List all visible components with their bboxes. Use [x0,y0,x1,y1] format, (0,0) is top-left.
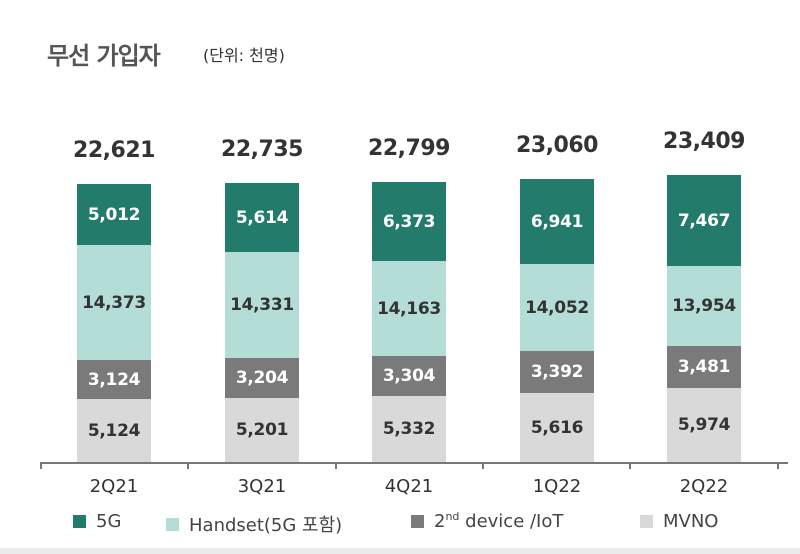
total-label: 22,735 [221,137,303,162]
segment-2nd-device-iot: 3,204 [225,358,299,398]
segment-mvno: 5,332 [372,396,446,462]
segment-2nd-device-iot: 3,304 [372,356,446,396]
segment-5g: 6,373 [372,182,446,261]
chart-title: 무선 가입자 [47,42,161,70]
x-label-2q22: 2Q22 [679,476,729,497]
x-axis-tick [40,462,42,469]
total-label: 23,060 [516,133,598,158]
legend-swatch-handset [166,517,179,531]
x-label-3q21: 3Q21 [237,476,287,497]
legend-swatch-2nd-device-iot [411,515,424,528]
segment-mvno: 5,201 [225,398,299,462]
x-label-2q21: 2Q21 [89,476,139,497]
segment-2nd-device-iot: 3,481 [667,346,741,388]
x-axis-tick [335,462,337,469]
legend: 5G Handset(5G 포함) 2nd device /IoT MVNO [0,511,800,537]
x-label-4q21: 4Q21 [384,476,434,497]
legend-label-mvno: MVNO [663,511,719,532]
x-label-1q22: 1Q22 [532,476,582,497]
segment-handset: 14,331 [225,252,299,358]
total-label: 23,409 [663,129,745,154]
segment-5g: 6,941 [520,179,594,264]
segment-handset: 14,163 [372,261,446,356]
segment-mvno: 5,616 [520,393,594,462]
segment-2nd-device-iot: 3,392 [520,351,594,393]
legend-swatch-mvno [640,515,653,528]
segment-handset: 13,954 [667,266,741,346]
legend-label-2nd-device-iot: 2nd device /IoT [434,510,564,532]
legend-label-handset: Handset(5G 포함) [189,515,343,536]
legend-swatch-5g [73,515,86,528]
x-axis-tick [482,462,484,469]
legend-item-2nd-device-iot: 2nd device /IoT [411,511,563,532]
x-axis-tick [629,462,631,469]
segment-2nd-device-iot: 3,124 [77,360,151,399]
segment-mvno: 5,974 [667,388,741,462]
x-axis-tick [187,462,189,469]
segment-5g: 7,467 [667,175,741,266]
segment-5g: 5,614 [225,183,299,252]
legend-item-handset: Handset(5G 포함) [166,511,342,537]
segment-5g: 5,012 [77,184,151,245]
x-axis-line [40,462,788,464]
unit-label: (단위: 천명) [203,46,285,65]
segment-handset: 14,373 [77,245,151,360]
bottom-border-strip [0,548,800,554]
x-axis-tick [777,462,779,469]
total-label: 22,799 [368,136,450,161]
legend-item-mvno: MVNO [640,511,718,532]
legend-item-5g: 5G [73,511,121,532]
total-label: 22,621 [73,138,155,163]
segment-handset: 14,052 [520,264,594,351]
legend-label-5g: 5G [96,511,122,532]
segment-mvno: 5,124 [77,399,151,462]
